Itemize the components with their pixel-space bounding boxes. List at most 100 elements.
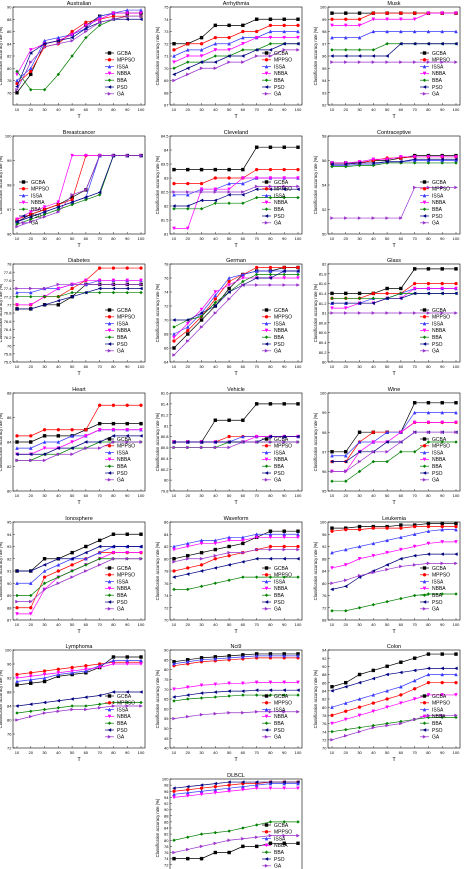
y-axis-label: Classification accuracy rate (%): [0, 669, 3, 728]
y-tick-label: 88: [322, 672, 327, 677]
data-point: [70, 54, 74, 58]
legend-label: ISSA: [432, 707, 444, 713]
data-point: [330, 162, 334, 166]
y-tick-label: 72: [164, 304, 169, 309]
series-line: [332, 12, 456, 20]
data-point: [15, 612, 19, 616]
data-point: [28, 87, 33, 92]
data-point: [385, 29, 389, 34]
data-point: [125, 550, 130, 555]
y-tick-label: 70: [322, 746, 327, 751]
data-point: [357, 524, 362, 529]
legend-label: MPPSO: [117, 701, 135, 707]
legend-label: ISSA: [31, 193, 43, 199]
data-point: [241, 434, 245, 439]
series-line: [332, 523, 456, 529]
y-tick-label: 86: [322, 680, 327, 685]
data-point: [426, 281, 431, 286]
y-tick-label: 45: [164, 736, 169, 741]
x-tick-label: 80: [268, 493, 273, 498]
data-point: [357, 23, 362, 28]
data-point: [241, 710, 245, 715]
legend-marker: [107, 600, 112, 604]
data-point: [139, 690, 143, 694]
legend-label: NBBA: [117, 457, 131, 463]
data-point: [241, 181, 245, 186]
data-point: [139, 532, 143, 536]
data-point: [213, 445, 218, 450]
y-tick-label: 77.6: [4, 278, 13, 283]
data-point: [227, 553, 231, 558]
data-point: [254, 17, 259, 21]
data-point: [172, 569, 176, 573]
data-point: [398, 296, 403, 301]
x-tick-label: 60: [241, 236, 246, 241]
legend-marker: [21, 214, 26, 218]
data-point: [84, 556, 88, 561]
series-line: [173, 49, 298, 81]
series-line: [16, 18, 141, 87]
data-point: [97, 190, 102, 195]
data-point: [254, 709, 259, 714]
data-point: [426, 157, 431, 162]
legend-marker: [107, 728, 112, 732]
data-point: [185, 47, 190, 52]
legend-label: GA: [432, 607, 440, 613]
series-line: [173, 783, 298, 795]
data-point: [83, 195, 88, 200]
legend-label: GA: [117, 92, 125, 98]
y-tick-label: 80.6: [161, 445, 170, 450]
data-point: [268, 145, 273, 149]
data-point: [357, 680, 362, 685]
data-point: [241, 190, 245, 194]
legend-marker: [422, 315, 427, 319]
x-tick-label: 30: [42, 107, 47, 112]
data-point: [15, 679, 19, 684]
y-tick-label: 92: [7, 556, 12, 561]
legend-marker: [422, 450, 427, 455]
data-point: [139, 434, 143, 438]
legend-label: BBA: [432, 721, 443, 727]
legend-label: BBA: [274, 721, 285, 727]
x-tick-label: 20: [344, 236, 349, 241]
series-line: [173, 653, 298, 663]
x-tick-label: 80: [426, 107, 431, 112]
legend-label: NBBA: [274, 200, 288, 206]
data-point: [42, 575, 47, 579]
y-tick-label: 70: [164, 318, 169, 323]
x-axis-label: T: [392, 757, 396, 763]
data-point: [398, 556, 403, 561]
data-point: [172, 226, 176, 231]
data-point: [440, 680, 444, 685]
data-point: [282, 575, 287, 579]
legend-label: GA: [432, 478, 440, 484]
data-point: [84, 434, 88, 438]
data-point: [172, 559, 176, 564]
data-point: [412, 593, 417, 598]
data-point: [70, 704, 74, 708]
y-tick-label: 88: [7, 690, 12, 695]
data-point: [70, 563, 74, 567]
data-point: [296, 283, 300, 287]
y-tick-label: 68: [322, 618, 327, 623]
data-point: [371, 430, 376, 434]
data-point: [440, 60, 445, 64]
y-tick-label: 98: [164, 783, 169, 788]
data-point: [185, 226, 190, 231]
y-tick-label: 80: [7, 66, 12, 71]
legend-marker: [422, 342, 427, 346]
data-point: [399, 721, 403, 726]
data-point: [412, 656, 417, 660]
data-point: [399, 311, 403, 315]
data-point: [213, 66, 218, 71]
data-point: [357, 11, 362, 15]
data-point: [371, 526, 376, 530]
series-line: [332, 158, 456, 165]
data-point: [186, 847, 190, 852]
x-tick-label: 70: [97, 364, 102, 369]
chart-title: Nci9: [230, 644, 241, 650]
data-point: [371, 692, 376, 697]
data-point: [199, 569, 204, 573]
legend-label: MPPSO: [432, 187, 450, 193]
data-point: [454, 552, 458, 556]
